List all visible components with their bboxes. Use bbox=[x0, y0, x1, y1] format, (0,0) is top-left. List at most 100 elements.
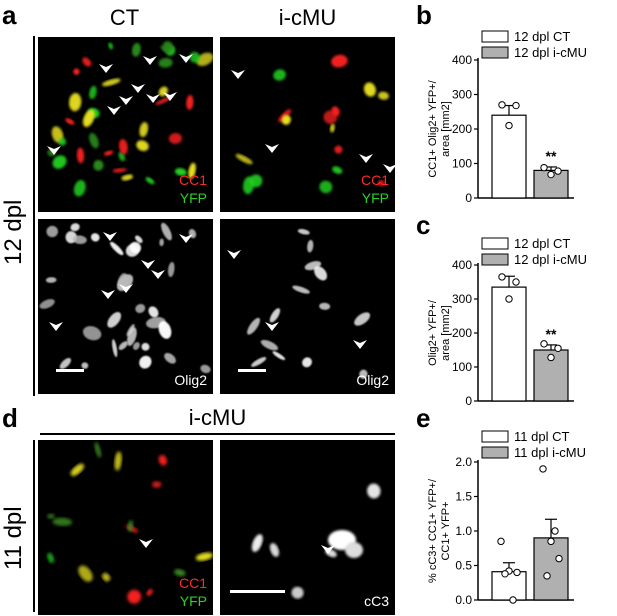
channel-label-cc1: CC1 bbox=[178, 575, 207, 592]
cell bbox=[367, 483, 381, 499]
cell bbox=[292, 285, 310, 294]
legend-swatch bbox=[481, 237, 509, 250]
y-tick-label: 200 bbox=[452, 122, 472, 136]
data-point bbox=[540, 340, 548, 348]
data-point bbox=[498, 101, 506, 109]
legend-swatch bbox=[481, 30, 509, 43]
data-point bbox=[498, 273, 506, 281]
y-axis-title-line2: area [mm2] bbox=[440, 305, 452, 361]
y-axis-title-line1: Olig2+ YFP+/ bbox=[427, 299, 439, 366]
cell bbox=[145, 177, 155, 185]
panel-d-title: i-cMU bbox=[188, 405, 247, 430]
cell bbox=[103, 150, 114, 156]
y-tick-label: 1.5 bbox=[455, 490, 472, 504]
cell bbox=[200, 364, 211, 374]
cell bbox=[101, 572, 111, 582]
cell bbox=[168, 133, 183, 144]
arrowhead-icon bbox=[265, 322, 279, 331]
arrowhead-icon bbox=[143, 56, 157, 65]
cell bbox=[161, 222, 172, 241]
cell bbox=[114, 451, 122, 471]
y-tick-label: 0 bbox=[465, 191, 472, 205]
cell bbox=[174, 569, 186, 577]
y-tick-label: 100 bbox=[452, 157, 472, 171]
channel-label-olig2: Olig2 bbox=[174, 372, 207, 389]
cell bbox=[82, 57, 92, 67]
row-bracket-12dpl bbox=[33, 36, 35, 396]
cell bbox=[323, 110, 338, 124]
cell bbox=[78, 565, 93, 582]
chart-b: CC1+ Olig2+ YFP+/area [mm2] 0 100 200 300 400… bbox=[420, 28, 617, 208]
cell bbox=[297, 229, 310, 235]
cell bbox=[378, 91, 389, 100]
cell bbox=[146, 588, 153, 596]
column-title-ct: CT bbox=[109, 5, 140, 30]
cell bbox=[195, 552, 213, 561]
cell bbox=[196, 52, 213, 66]
channel-label-yfp: YFP bbox=[179, 593, 207, 610]
cell bbox=[89, 85, 97, 100]
legend-swatch bbox=[481, 430, 509, 443]
arrowhead-icon bbox=[47, 146, 61, 155]
arrowhead-icon bbox=[146, 94, 160, 103]
cell bbox=[73, 180, 86, 197]
cell bbox=[334, 145, 343, 154]
column-title-icmu: i-cMU bbox=[278, 5, 337, 30]
cell bbox=[47, 552, 55, 564]
cell bbox=[47, 513, 55, 519]
cell bbox=[118, 139, 128, 155]
micrograph-d-merge: CC1 YFP bbox=[38, 440, 213, 615]
legend-label: 11 dpl CT bbox=[514, 429, 569, 444]
y-axis-title: % cC3+ CC1+ YFP+/CC1+ YFP+ bbox=[427, 478, 452, 583]
data-point bbox=[555, 554, 563, 563]
cell bbox=[89, 132, 99, 149]
cell bbox=[45, 277, 57, 283]
panel-letter-b: b bbox=[416, 0, 432, 30]
arrowhead-icon bbox=[131, 84, 145, 93]
cell bbox=[82, 109, 95, 128]
arrowhead-icon bbox=[353, 340, 367, 349]
cell bbox=[151, 481, 162, 488]
cell bbox=[319, 302, 331, 310]
cell bbox=[108, 42, 114, 50]
row-label-12dpl: 12 dpl bbox=[0, 199, 27, 265]
cell bbox=[281, 114, 291, 125]
cell bbox=[251, 357, 267, 367]
cell bbox=[94, 442, 102, 458]
legend-swatch bbox=[481, 46, 509, 59]
cell bbox=[159, 238, 164, 247]
cell bbox=[363, 82, 376, 97]
arrowhead-icon bbox=[265, 144, 279, 153]
cell bbox=[272, 351, 286, 361]
data-point bbox=[505, 121, 513, 130]
cell bbox=[121, 174, 133, 181]
bar bbox=[491, 286, 527, 402]
cell bbox=[127, 589, 142, 604]
cell bbox=[329, 123, 335, 133]
cell bbox=[269, 308, 281, 323]
cell bbox=[174, 168, 187, 176]
cell bbox=[90, 233, 100, 242]
channel-label-yfp: YFP bbox=[179, 190, 207, 207]
y-tick-label: 300 bbox=[452, 292, 472, 306]
y-axis-title-line1: % cC3+ CC1+ YFP+/ bbox=[427, 478, 439, 583]
arrowhead-icon bbox=[103, 232, 117, 241]
cell bbox=[135, 303, 146, 314]
data-point bbox=[512, 278, 520, 286]
cell bbox=[73, 68, 80, 75]
y-tick-label: 2.0 bbox=[455, 455, 472, 469]
arrowhead-icon bbox=[139, 539, 153, 548]
channel-label-yfp: YFP bbox=[361, 190, 389, 207]
arrowhead-icon bbox=[119, 96, 133, 105]
cell bbox=[141, 342, 150, 351]
cell bbox=[65, 118, 75, 125]
chart-b-svg: CC1+ Olig2+ YFP+/area [mm2] 0 100 200 300 400… bbox=[427, 29, 587, 205]
panel-letter-a: a bbox=[2, 0, 17, 30]
legend-swatch bbox=[481, 253, 509, 266]
arrowhead-icon bbox=[141, 260, 155, 269]
cell bbox=[110, 241, 124, 256]
cell bbox=[93, 159, 104, 171]
cell bbox=[58, 137, 67, 146]
cell bbox=[132, 341, 140, 350]
data-point bbox=[543, 572, 551, 580]
